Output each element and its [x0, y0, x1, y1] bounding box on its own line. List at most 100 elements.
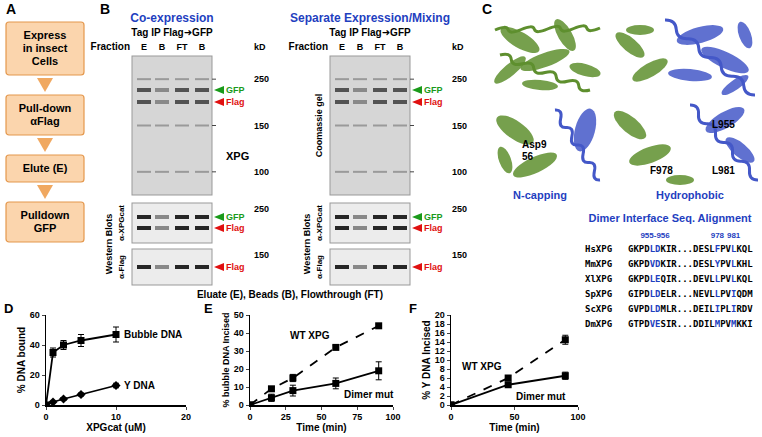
svg-text:100: 100: [385, 412, 400, 422]
svg-text:F978: F978: [650, 165, 673, 176]
svg-text:100: 100: [570, 412, 585, 422]
svg-text:6: 6: [440, 373, 445, 383]
svg-text:Y DNA: Y DNA: [124, 380, 155, 391]
svg-text:GVPDLDMLR...DEILIPLIRDV: GVPDLDMLR...DEILIPLIRDV: [628, 304, 753, 314]
svg-text:Tag IP Flag➜GFP: Tag IP Flag➜GFP: [329, 27, 411, 38]
svg-text:XPG: XPG: [226, 150, 249, 162]
svg-text:50: 50: [316, 412, 326, 422]
svg-text:kD: kD: [254, 42, 266, 52]
svg-text:SpXPG: SpXPG: [585, 289, 612, 299]
svg-text:α-XPGcat: α-XPGcat: [117, 205, 126, 241]
svg-text:Time (min): Time (min): [296, 422, 346, 433]
svg-text:F: F: [409, 301, 417, 316]
svg-text:Western Blots: Western Blots: [104, 214, 114, 274]
svg-text:50: 50: [509, 412, 519, 422]
svg-text:8: 8: [440, 364, 445, 374]
svg-text:56: 56: [522, 151, 534, 162]
svg-text:B: B: [357, 42, 364, 52]
svg-text:12: 12: [435, 346, 445, 356]
svg-text:% bubble DNA Incised: % bubble DNA Incised: [221, 312, 231, 407]
svg-text:10: 10: [111, 412, 121, 422]
svg-text:150: 150: [452, 250, 467, 260]
svg-text:Tag IP Flag➜GFP: Tag IP Flag➜GFP: [131, 27, 213, 38]
svg-text:Flag: Flag: [424, 262, 443, 272]
svg-text:Asp9: Asp9: [522, 139, 547, 150]
svg-text:WT XPG: WT XPG: [462, 361, 502, 372]
svg-text:0: 0: [43, 412, 48, 422]
svg-text:α-XPGcat: α-XPGcat: [315, 205, 324, 241]
svg-text:Express: Express: [24, 29, 67, 41]
svg-text:GFP: GFP: [226, 85, 245, 95]
svg-text:αFlag: αFlag: [30, 115, 59, 127]
svg-text:20: 20: [234, 364, 244, 374]
svg-text:Dimer Interface Seq. Alignment: Dimer Interface Seq. Alignment: [589, 212, 752, 224]
svg-text:XlXPG: XlXPG: [585, 274, 612, 284]
svg-text:B: B: [397, 42, 404, 52]
svg-text:Western Blots: Western Blots: [302, 214, 312, 274]
svg-text:40: 40: [234, 328, 244, 338]
svg-text:10: 10: [234, 382, 244, 392]
svg-text:GFP: GFP: [226, 212, 245, 222]
svg-text:XPGcat (uM): XPGcat (uM): [86, 422, 145, 433]
svg-text:75: 75: [352, 412, 362, 422]
svg-text:MmXPG: MmXPG: [585, 259, 612, 269]
svg-text:978: 978: [711, 231, 725, 240]
svg-text:4: 4: [440, 382, 445, 392]
svg-text:GFP: GFP: [34, 222, 57, 234]
svg-text:100: 100: [254, 167, 269, 177]
svg-text:100: 100: [452, 167, 467, 177]
svg-text:40: 40: [30, 340, 40, 350]
svg-text:E: E: [204, 301, 213, 316]
svg-text:kD: kD: [452, 42, 464, 52]
svg-text:150: 150: [254, 121, 269, 131]
svg-text:α-Flag: α-Flag: [315, 255, 324, 279]
svg-text:150: 150: [254, 250, 269, 260]
svg-text:Coomassie gel: Coomassie gel: [314, 94, 324, 158]
svg-text:α-Flag: α-Flag: [117, 255, 126, 279]
svg-text:Pull-down: Pull-down: [19, 102, 72, 114]
svg-text:Time (min): Time (min): [489, 422, 539, 433]
svg-text:% Y DNA Incised: % Y DNA Incised: [421, 320, 432, 399]
svg-text:Hydrophobic: Hydrophobic: [656, 189, 724, 201]
svg-text:Eluate (E), Beads (B), Flowthr: Eluate (E), Beads (B), Flowthrough (FT): [197, 289, 383, 300]
svg-text:Flag: Flag: [424, 223, 443, 233]
svg-text:B: B: [159, 42, 166, 52]
svg-text:0: 0: [35, 400, 40, 410]
svg-text:D: D: [4, 301, 13, 316]
svg-text:L955: L955: [712, 119, 735, 130]
svg-text:Flag: Flag: [226, 97, 245, 107]
svg-text:Fraction: Fraction: [289, 41, 328, 52]
svg-text:18: 18: [435, 319, 445, 329]
svg-text:DmXPG: DmXPG: [585, 319, 612, 329]
svg-text:GFP: GFP: [424, 212, 443, 222]
svg-text:150: 150: [452, 121, 467, 131]
svg-text:60: 60: [30, 310, 40, 320]
svg-text:0: 0: [247, 412, 252, 422]
svg-text:Separate Expression/Mixing: Separate Expression/Mixing: [290, 11, 450, 25]
svg-text:Flag: Flag: [226, 262, 245, 272]
svg-text:250: 250: [254, 74, 269, 84]
svg-text:955-956: 955-956: [640, 231, 670, 240]
svg-text:0: 0: [448, 412, 453, 422]
svg-text:GKPDVDKIR...DESLYPVLKHL: GKPDVDKIR...DESLYPVLKHL: [628, 259, 753, 269]
svg-text:250: 250: [254, 204, 269, 214]
svg-text:20: 20: [30, 370, 40, 380]
svg-text:GFP: GFP: [424, 85, 443, 95]
svg-text:in insect: in insect: [23, 42, 68, 54]
svg-text:Fraction: Fraction: [91, 41, 130, 52]
svg-text:Flag: Flag: [226, 223, 245, 233]
svg-text:E: E: [141, 42, 147, 52]
svg-text:Pulldown: Pulldown: [21, 209, 70, 221]
svg-text:C: C: [482, 1, 492, 17]
svg-text:A: A: [6, 1, 16, 17]
svg-text:Cells: Cells: [32, 55, 58, 67]
svg-text:Elute (E): Elute (E): [23, 162, 68, 174]
svg-text:0: 0: [440, 400, 445, 410]
svg-text:B: B: [100, 1, 110, 17]
svg-text:GIPDLDELR...NEVLLPVIQDM: GIPDLDELR...NEVLLPVIQDM: [628, 289, 753, 299]
svg-text:WT XPG: WT XPG: [290, 330, 330, 341]
svg-text:14: 14: [435, 337, 445, 347]
svg-text:20: 20: [181, 412, 191, 422]
svg-text:250: 250: [452, 74, 467, 84]
svg-text:Bubble DNA: Bubble DNA: [124, 329, 182, 340]
